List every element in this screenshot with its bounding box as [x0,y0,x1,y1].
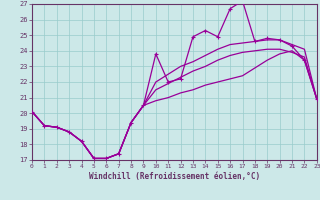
X-axis label: Windchill (Refroidissement éolien,°C): Windchill (Refroidissement éolien,°C) [89,172,260,181]
